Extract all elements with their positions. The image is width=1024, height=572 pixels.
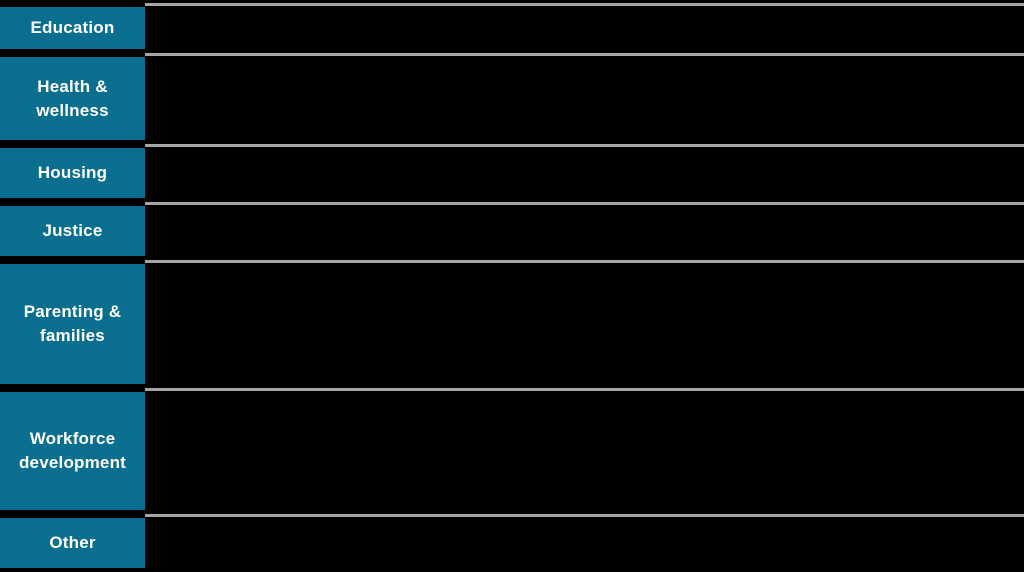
row-label-line: Workforce	[29, 429, 116, 448]
row-content	[145, 514, 1024, 572]
row-label: Workforce development	[0, 392, 145, 510]
row-label-line: Health &	[37, 76, 108, 96]
row-label-cell: Housing	[0, 144, 145, 202]
row-content	[145, 144, 1024, 202]
row-label-cell: Other	[0, 514, 145, 572]
table-row: Justice	[0, 202, 1024, 260]
row-label-line: wellness	[36, 100, 109, 120]
row-label-line: Education	[30, 18, 115, 37]
row-content	[145, 388, 1024, 514]
row-label: Housing	[0, 148, 145, 198]
row-label-cell: Education	[0, 3, 145, 53]
row-label: Justice	[0, 206, 145, 256]
table-row: Other	[0, 514, 1024, 572]
row-content	[145, 3, 1024, 53]
row-label-cell: Justice	[0, 202, 145, 260]
row-label-line: Housing	[37, 163, 108, 182]
row-label: Education	[0, 7, 145, 49]
table-row: Housing	[0, 144, 1024, 202]
table-row: Workforce development	[0, 388, 1024, 514]
table-row: Parenting & families	[0, 260, 1024, 388]
table-row: Education	[0, 3, 1024, 53]
row-content	[145, 260, 1024, 388]
row-label-cell: Parenting & families	[0, 260, 145, 388]
row-label-cell: Workforce development	[0, 388, 145, 514]
row-content	[145, 53, 1024, 144]
row-label-line: development	[18, 453, 127, 472]
row-label: Other	[0, 518, 145, 568]
row-label-line: Parenting &	[23, 302, 122, 321]
row-label-cell: Health & wellness	[0, 53, 145, 144]
table-row: Health & wellness	[0, 53, 1024, 144]
row-label: Health & wellness	[0, 57, 145, 140]
row-label: Parenting & families	[0, 264, 145, 384]
row-label-line: Justice	[42, 221, 103, 240]
row-label-line: Other	[49, 533, 96, 552]
row-content	[145, 202, 1024, 260]
row-label-line: families	[40, 326, 105, 345]
